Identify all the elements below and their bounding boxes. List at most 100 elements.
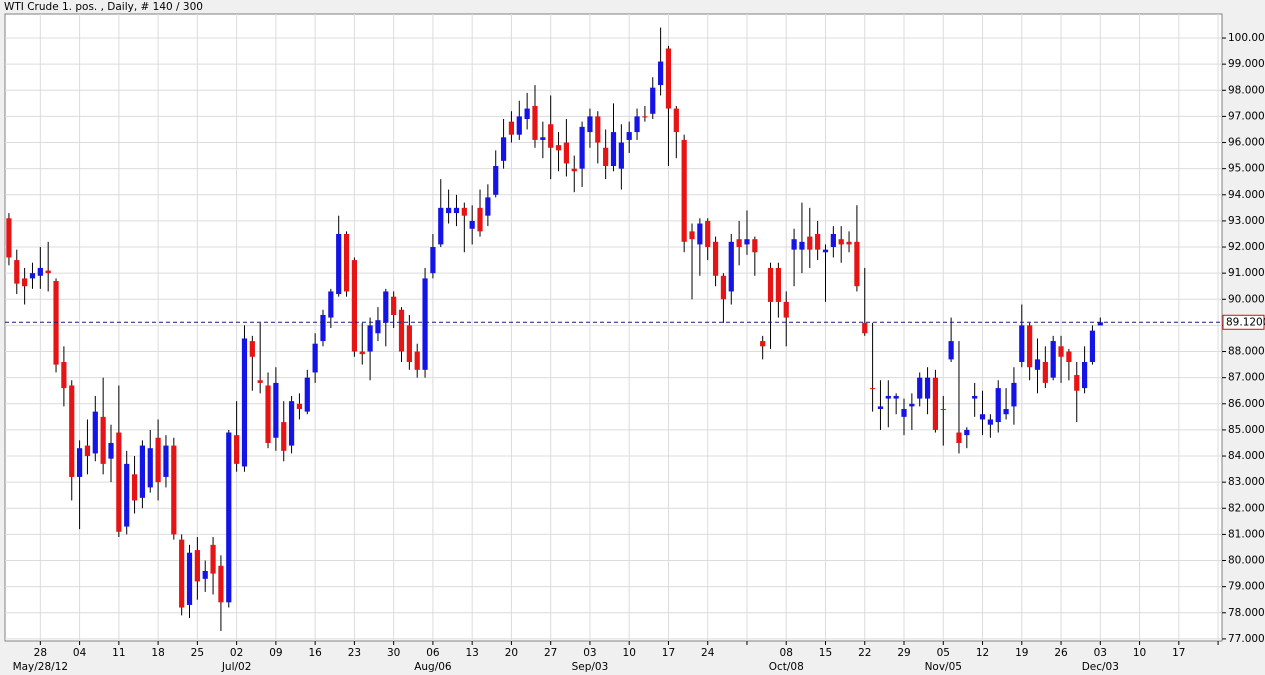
candle-body xyxy=(336,233,342,295)
candle-body xyxy=(312,343,318,373)
candle-body xyxy=(461,207,467,216)
candle-body xyxy=(924,377,931,399)
candle-body xyxy=(838,239,844,245)
x-tick-label: 03 xyxy=(583,647,596,659)
candle-body xyxy=(665,48,672,109)
candle-body xyxy=(705,220,711,248)
candle-body xyxy=(1074,375,1080,391)
candle-body xyxy=(893,395,899,399)
x-tick-label: 15 xyxy=(819,647,832,659)
candle-body xyxy=(854,241,860,287)
x-tick-label: 08 xyxy=(780,647,793,659)
candle-body xyxy=(163,445,169,477)
candle-body xyxy=(626,132,632,140)
candle-body xyxy=(548,124,554,148)
candle-body xyxy=(265,385,271,443)
candle-body xyxy=(987,419,993,425)
candle-body xyxy=(532,105,538,140)
candle-body xyxy=(807,236,813,250)
x-tick-label: 12 xyxy=(976,647,989,659)
x-tick-label: 10 xyxy=(1133,647,1146,659)
candle-body xyxy=(108,442,114,459)
y-tick-label: 92.0000 xyxy=(1228,241,1265,253)
candle-body xyxy=(485,197,491,216)
candle-body xyxy=(493,166,499,195)
candle-body xyxy=(116,432,122,532)
candle-body xyxy=(414,351,420,370)
candle-body xyxy=(870,388,876,390)
candle-body xyxy=(430,247,436,274)
x-tick-label: 13 xyxy=(465,647,478,659)
candle-body xyxy=(37,267,43,276)
candle-body xyxy=(438,207,444,245)
candle-body xyxy=(1003,409,1009,415)
candle-body xyxy=(1027,325,1033,368)
candle-body xyxy=(446,207,452,214)
x-tick-label: 18 xyxy=(151,647,164,659)
candle-body xyxy=(226,432,232,603)
candle-body xyxy=(571,168,577,172)
candle-body xyxy=(822,249,829,253)
candle-body xyxy=(234,435,240,464)
candle-body xyxy=(1066,351,1072,362)
candle-body xyxy=(288,401,295,446)
candle-body xyxy=(956,432,962,443)
candle-body xyxy=(610,132,617,167)
candle-body xyxy=(846,241,852,245)
candle-body xyxy=(422,278,428,370)
candle-body xyxy=(61,361,67,389)
candle-body xyxy=(147,448,153,488)
x-month-label: Jul/02 xyxy=(221,661,252,673)
candle-body xyxy=(171,445,177,535)
candle-body xyxy=(45,270,51,274)
candle-body xyxy=(595,116,601,143)
candle-body xyxy=(697,223,703,245)
x-month-label: Dec/03 xyxy=(1082,661,1119,673)
x-tick-label: 28 xyxy=(34,647,47,659)
candle-body xyxy=(6,218,12,258)
x-tick-label: 17 xyxy=(1172,647,1185,659)
last-price-box xyxy=(1222,314,1265,330)
candle-body xyxy=(383,291,389,323)
candle-body xyxy=(712,241,719,276)
candle-body xyxy=(673,108,679,133)
x-tick-label: 19 xyxy=(1015,647,1028,659)
x-tick-label: 17 xyxy=(662,647,675,659)
y-tick-label: 93.0000 xyxy=(1228,215,1265,227)
candle-body xyxy=(69,385,75,477)
y-tick-label: 85.0000 xyxy=(1228,424,1265,436)
chart-title: WTI Crude 1. pos. , Daily, # 140 / 300 xyxy=(4,1,203,13)
candle-body xyxy=(1050,341,1056,378)
x-tick-label: 27 xyxy=(544,647,557,659)
candle-body xyxy=(917,377,923,399)
candle-body xyxy=(979,414,986,420)
y-tick-label: 99.0000 xyxy=(1228,58,1265,70)
candle-body xyxy=(555,145,562,151)
candle-body xyxy=(500,137,507,161)
candle-body xyxy=(367,325,373,352)
y-tick-label: 87.0000 xyxy=(1228,372,1265,384)
candle-body xyxy=(84,445,91,457)
candle-body xyxy=(1081,361,1088,389)
candle-body xyxy=(194,550,200,582)
candle-body xyxy=(940,409,946,411)
candle-body xyxy=(139,445,146,498)
candle-body xyxy=(932,377,939,430)
candle-body xyxy=(391,296,397,315)
x-month-label: Sep/03 xyxy=(572,661,609,673)
x-tick-label: 04 xyxy=(73,647,87,659)
candle-body xyxy=(296,403,303,410)
y-tick-label: 78.0000 xyxy=(1228,607,1265,619)
candle-body xyxy=(744,239,750,245)
candle-body xyxy=(563,142,569,164)
candle-body xyxy=(304,377,310,412)
candle-body xyxy=(53,280,59,365)
candle-body xyxy=(92,411,98,454)
y-tick-label: 97.0000 xyxy=(1228,110,1265,122)
candle-body xyxy=(218,565,224,603)
x-tick-label: 10 xyxy=(623,647,636,659)
x-tick-label: 09 xyxy=(269,647,282,659)
y-tick-label: 98.0000 xyxy=(1228,84,1265,96)
candle-body xyxy=(752,239,758,253)
x-tick-label: 02 xyxy=(230,647,243,659)
